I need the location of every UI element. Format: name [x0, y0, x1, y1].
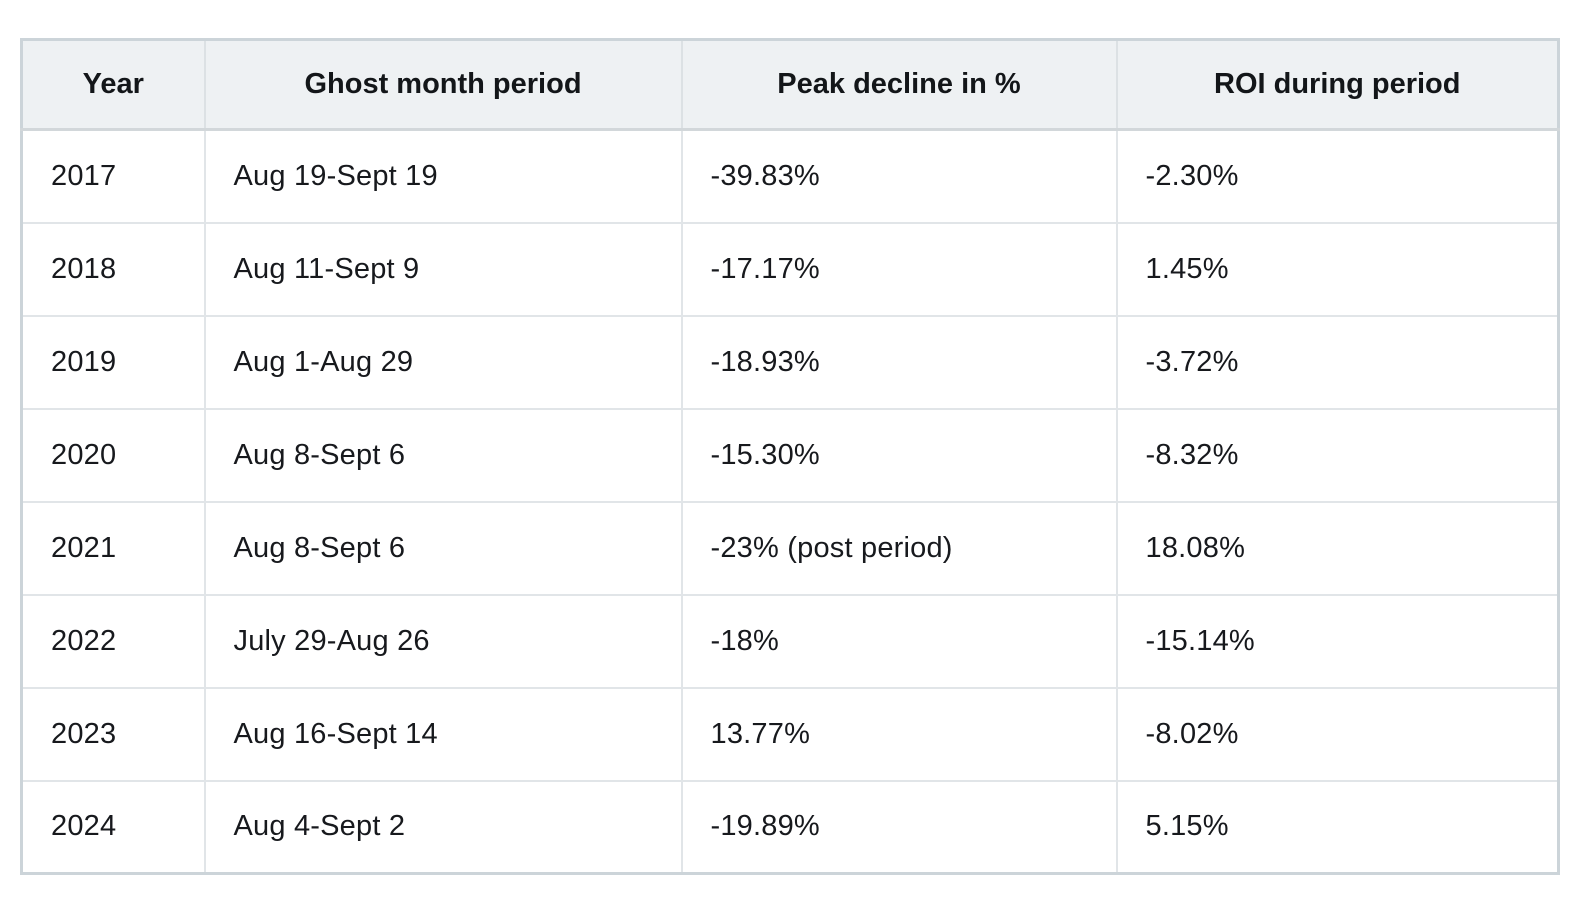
cell-roi: 1.45%: [1115, 221, 1560, 317]
table-row: 2024 Aug 4-Sept 2 -19.89% 5.15%: [20, 779, 1560, 875]
cell-year: 2023: [20, 686, 206, 782]
column-header-roi: ROI during period: [1115, 38, 1560, 131]
table-body: 2017 Aug 19-Sept 19 -39.83% -2.30% 2018 …: [20, 128, 1560, 875]
cell-ghost-period: Aug 16-Sept 14: [203, 686, 683, 782]
cell-roi: -15.14%: [1115, 593, 1560, 689]
cell-ghost-period: Aug 4-Sept 2: [203, 779, 683, 875]
table-row: 2019 Aug 1-Aug 29 -18.93% -3.72%: [20, 314, 1560, 410]
table-row: 2021 Aug 8-Sept 6 -23% (post period) 18.…: [20, 500, 1560, 596]
cell-year: 2022: [20, 593, 206, 689]
cell-roi: -8.02%: [1115, 686, 1560, 782]
column-header-ghost-period: Ghost month period: [203, 38, 683, 131]
cell-ghost-period: Aug 8-Sept 6: [203, 500, 683, 596]
cell-year: 2018: [20, 221, 206, 317]
cell-year: 2024: [20, 779, 206, 875]
ghost-month-table-container: Year Ghost month period Peak decline in …: [20, 38, 1560, 875]
cell-year: 2017: [20, 128, 206, 224]
cell-peak-decline: -18%: [680, 593, 1118, 689]
cell-ghost-period: Aug 19-Sept 19: [203, 128, 683, 224]
column-header-year: Year: [20, 38, 206, 131]
cell-peak-decline: -18.93%: [680, 314, 1118, 410]
cell-roi: -8.32%: [1115, 407, 1560, 503]
cell-peak-decline: -17.17%: [680, 221, 1118, 317]
ghost-month-table: Year Ghost month period Peak decline in …: [20, 38, 1560, 875]
cell-year: 2020: [20, 407, 206, 503]
cell-peak-decline: -23% (post period): [680, 500, 1118, 596]
table-row: 2020 Aug 8-Sept 6 -15.30% -8.32%: [20, 407, 1560, 503]
column-header-peak-decline: Peak decline in %: [680, 38, 1118, 131]
cell-roi: -3.72%: [1115, 314, 1560, 410]
cell-roi: 18.08%: [1115, 500, 1560, 596]
cell-peak-decline: -39.83%: [680, 128, 1118, 224]
cell-ghost-period: July 29-Aug 26: [203, 593, 683, 689]
header-row: Year Ghost month period Peak decline in …: [20, 38, 1560, 131]
cell-roi: -2.30%: [1115, 128, 1560, 224]
table-row: 2018 Aug 11-Sept 9 -17.17% 1.45%: [20, 221, 1560, 317]
table-header: Year Ghost month period Peak decline in …: [20, 38, 1560, 131]
cell-ghost-period: Aug 8-Sept 6: [203, 407, 683, 503]
cell-roi: 5.15%: [1115, 779, 1560, 875]
cell-ghost-period: Aug 11-Sept 9: [203, 221, 683, 317]
cell-year: 2021: [20, 500, 206, 596]
cell-peak-decline: 13.77%: [680, 686, 1118, 782]
cell-year: 2019: [20, 314, 206, 410]
cell-ghost-period: Aug 1-Aug 29: [203, 314, 683, 410]
table-row: 2022 July 29-Aug 26 -18% -15.14%: [20, 593, 1560, 689]
table-row: 2023 Aug 16-Sept 14 13.77% -8.02%: [20, 686, 1560, 782]
table-row: 2017 Aug 19-Sept 19 -39.83% -2.30%: [20, 128, 1560, 224]
cell-peak-decline: -15.30%: [680, 407, 1118, 503]
cell-peak-decline: -19.89%: [680, 779, 1118, 875]
